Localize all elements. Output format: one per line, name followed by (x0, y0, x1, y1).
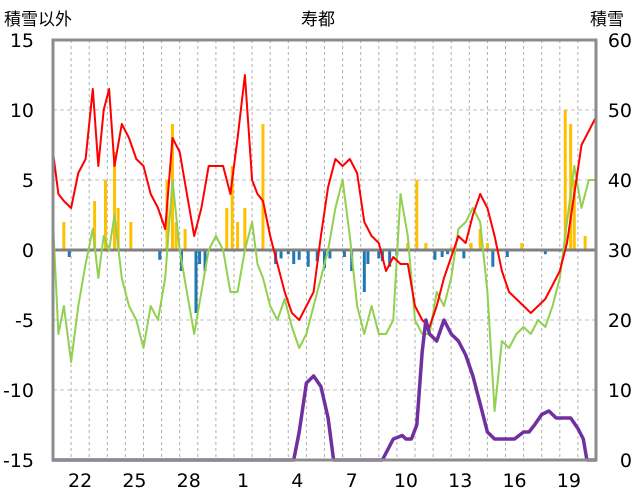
precip-bar (297, 250, 301, 260)
x-tick-label: 10 (394, 470, 418, 492)
precip-bar (478, 229, 482, 250)
precip-bar (366, 250, 370, 264)
y-right-tick-label: 0 (620, 450, 632, 472)
precip-bar (323, 250, 326, 269)
precip-bar (446, 250, 450, 255)
y-right-tick-label: 60 (608, 30, 632, 52)
x-tick-label: 22 (68, 470, 92, 492)
y-left-axis-label: 積雪以外 (4, 10, 72, 30)
precip-bar (103, 180, 107, 250)
y-right-tick-label: 30 (608, 240, 632, 262)
y-left-tick-label: -5 (15, 310, 34, 332)
precip-bar (292, 250, 296, 264)
y-right-tick-label: 10 (608, 380, 632, 402)
y-right-tick-label: 40 (608, 170, 632, 192)
precip-bar (158, 250, 162, 260)
y-left-tick-label: -15 (3, 450, 34, 472)
x-tick-label: 25 (122, 470, 146, 492)
y-left-tick-label: 0 (22, 240, 34, 262)
precip-bar (440, 250, 444, 257)
precip-bar (243, 208, 247, 250)
precip-bar (174, 222, 178, 250)
x-tick-label: 16 (502, 470, 526, 492)
precip-bar (225, 208, 229, 250)
precip-bar (491, 250, 495, 267)
precip-bar (520, 243, 524, 250)
precip-bar (342, 250, 346, 257)
snow-depth-line (53, 318, 596, 462)
precip-bar (415, 180, 419, 250)
precip-bar (279, 250, 283, 259)
precip-bar (328, 250, 332, 259)
precip-bar (388, 250, 392, 267)
series-lines (52, 74, 597, 462)
max-temp-line (52, 74, 597, 328)
precip-bar (485, 243, 489, 250)
precip-bar (563, 110, 567, 250)
x-tick-label: 4 (291, 470, 303, 492)
x-tick-label: 1 (237, 470, 249, 492)
precip-bar (230, 166, 234, 250)
x-tick-label: 19 (557, 470, 581, 492)
x-tick-label: 7 (346, 470, 358, 492)
precip-bar (583, 236, 587, 250)
y-left-tick-label: 15 (10, 30, 34, 52)
y-left-tick-label: 10 (10, 100, 34, 122)
precip-bar (203, 250, 207, 271)
precip-bar (286, 250, 290, 255)
precip-bar (67, 250, 71, 257)
precip-bar (198, 250, 202, 264)
precip-bar (433, 250, 437, 260)
x-tick-label: 28 (177, 470, 201, 492)
y-right-tick-label: 20 (608, 310, 632, 332)
precip-bar (462, 250, 466, 259)
precip-bar (469, 243, 473, 250)
y-right-tick-label: 50 (608, 100, 632, 122)
precip-bar (424, 243, 428, 250)
y-left-tick-label: 5 (22, 170, 34, 192)
y-left-tick-label: -10 (3, 380, 34, 402)
min-temp-line (52, 165, 596, 412)
plot-area-border (51, 38, 598, 462)
x-tick-label: 13 (448, 470, 472, 492)
precip-bar (377, 250, 381, 259)
precip-bar (543, 250, 547, 255)
precip-bar (113, 152, 117, 250)
precip-bar (362, 250, 366, 292)
chart-title: 寿都 (301, 10, 335, 30)
precip-bar (572, 180, 576, 250)
precip-bar (62, 222, 66, 250)
precip-bar (194, 250, 198, 313)
precip-bar (261, 124, 265, 250)
precip-bar (315, 250, 319, 262)
precip-bar (236, 222, 240, 250)
precip-bar (116, 208, 120, 250)
precip-bar (505, 250, 509, 257)
precipitation-bars (62, 110, 587, 313)
precip-bar (93, 201, 97, 250)
precip-bar (129, 222, 133, 250)
y-right-axis-label: 積雪 (590, 10, 624, 30)
precip-bar (183, 229, 187, 250)
precip-bar (306, 250, 310, 267)
